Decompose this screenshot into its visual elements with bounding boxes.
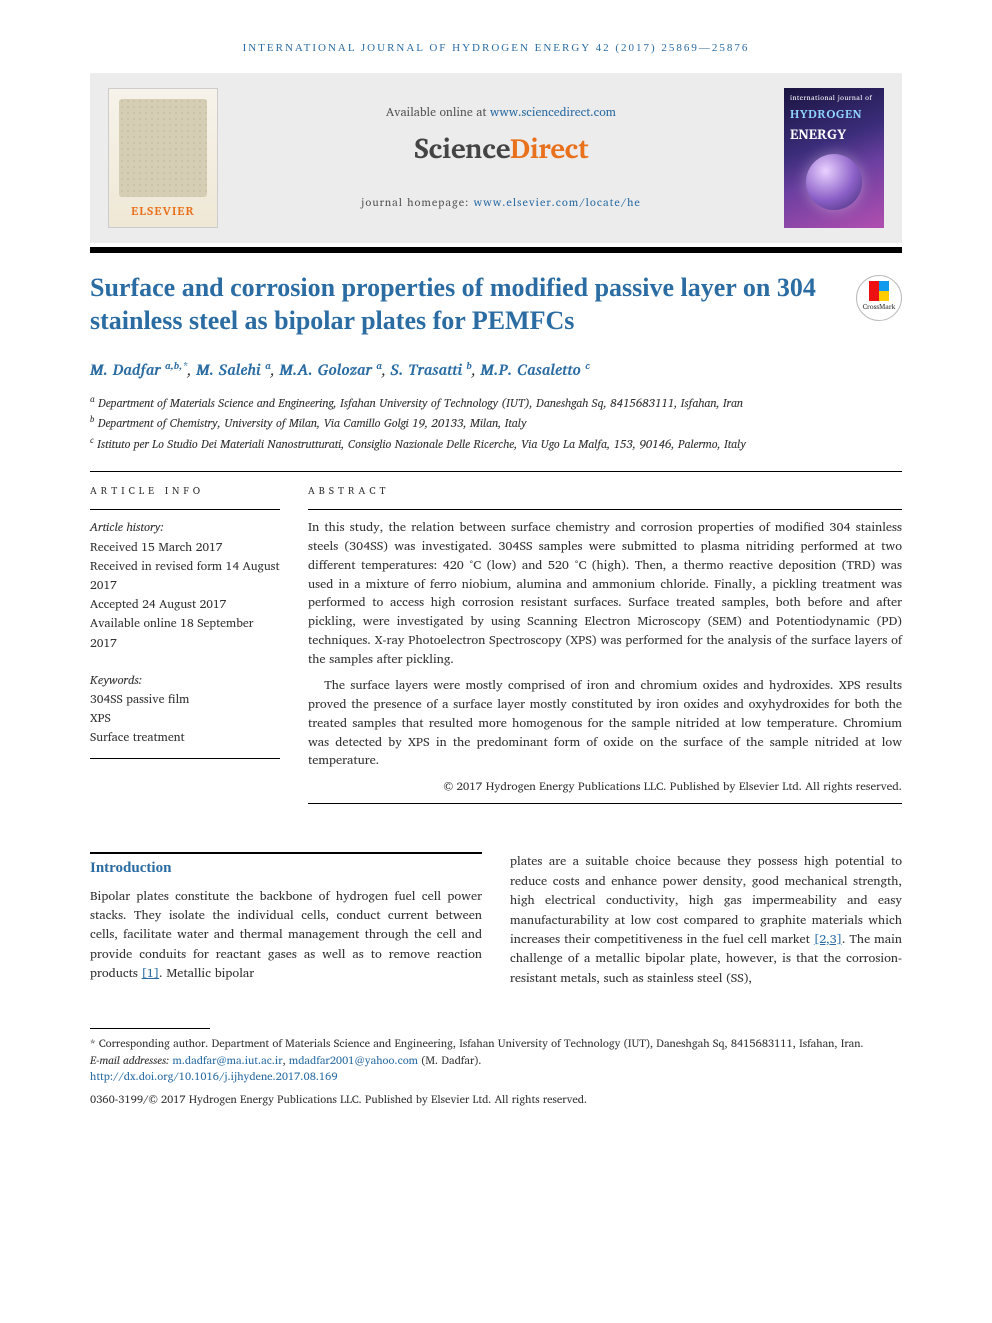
- history-revised: Received in revised form 14 August 2017: [90, 557, 280, 595]
- journal-homepage-line: journal homepage: www.elsevier.com/locat…: [230, 194, 772, 211]
- intro-para-right: plates are a suitable choice because the…: [510, 852, 902, 988]
- header-center: Available online at www.sciencedirect.co…: [218, 104, 784, 211]
- email-line: E-mail addresses: m.dadfar@ma.iut.ac.ir,…: [90, 1052, 902, 1069]
- article-history: Article history: Received 15 March 2017 …: [90, 518, 280, 652]
- abstract-para-1: In this study, the relation between surf…: [308, 518, 902, 668]
- affiliation-b: b Department of Chemistry, University of…: [90, 412, 902, 433]
- affiliation-c-text: Istituto per Lo Studio Dei Materiali Nan…: [97, 435, 746, 454]
- keywords-block: Keywords: 304SS passive film XPS Surface…: [90, 671, 280, 748]
- journal-homepage-link[interactable]: www.elsevier.com/locate/he: [474, 193, 641, 211]
- abstract-heading: ABSTRACT: [308, 484, 902, 499]
- article-info-heading: ARTICLE INFO: [90, 484, 280, 499]
- sciencedirect-logo: ScienceDirect: [230, 128, 772, 170]
- keyword-3: Surface treatment: [90, 728, 280, 747]
- email-label: E-mail addresses:: [90, 1051, 172, 1069]
- abstract-para-2: The surface layers were mostly comprised…: [308, 676, 902, 770]
- abstract-copyright: © 2017 Hydrogen Energy Publications LLC.…: [308, 778, 902, 795]
- corresponding-author-note: * Corresponding author. Department of Ma…: [90, 1035, 902, 1052]
- info-abstract-row: ARTICLE INFO Article history: Received 1…: [90, 484, 902, 804]
- article-info-column: ARTICLE INFO Article history: Received 1…: [90, 484, 280, 804]
- header-bottom-rule: [90, 247, 902, 253]
- available-prefix: Available online at: [386, 103, 490, 122]
- cover-smalltext: international journal of: [790, 94, 878, 105]
- rule-under-keywords: [90, 758, 280, 759]
- affiliation-b-text: Department of Chemistry, University of M…: [98, 414, 527, 433]
- history-accepted: Accepted 24 August 2017: [90, 595, 280, 614]
- cover-energy: ENERGY: [790, 124, 878, 145]
- available-online-line: Available online at www.sciencedirect.co…: [230, 104, 772, 122]
- elsevier-logo: ELSEVIER: [108, 88, 218, 228]
- body-two-columns: Introduction Bipolar plates constitute t…: [90, 852, 902, 988]
- rule-above-info: [90, 471, 902, 472]
- crossmark-icon: [869, 281, 889, 301]
- corr-text: * Corresponding author. Department of Ma…: [90, 1034, 864, 1052]
- ref-link-1[interactable]: [1]: [142, 963, 160, 983]
- email-tail: (M. Dadfar).: [418, 1051, 481, 1069]
- cover-orb-graphic: [806, 154, 862, 210]
- elsevier-tree-graphic: [119, 99, 207, 197]
- doi-link[interactable]: http://dx.doi.org/10.1016/j.ijhydene.201…: [90, 1067, 338, 1085]
- affiliation-a-text: Department of Materials Science and Engi…: [98, 393, 743, 412]
- email-link-2[interactable]: mdadfar2001@yahoo.com: [289, 1051, 418, 1069]
- article-title: Surface and corrosion properties of modi…: [90, 271, 856, 338]
- journal-header-box: ELSEVIER Available online at www.science…: [90, 73, 902, 243]
- footnote-rule: [90, 1028, 210, 1029]
- intro-para-left: Bipolar plates constitute the backbone o…: [90, 887, 482, 984]
- ref-link-2-3[interactable]: [2,3]: [814, 929, 842, 949]
- journal-cover-thumbnail: international journal of HYDROGEN ENERGY: [784, 88, 884, 228]
- cover-hydrogen: HYDROGEN: [790, 106, 878, 124]
- issn-copyright-line: 0360-3199/© 2017 Hydrogen Energy Publica…: [90, 1091, 902, 1108]
- author-list: M. Dadfar a,b,*, M. Salehi a, M.A. Goloz…: [90, 359, 902, 382]
- body-col-left: Introduction Bipolar plates constitute t…: [90, 852, 482, 988]
- crossmark-label: CrossMark: [863, 303, 896, 314]
- history-online: Available online 18 September 2017: [90, 614, 280, 652]
- rule-under-abstract-heading: [308, 509, 902, 510]
- intro-left-tail: . Metallic bipolar: [159, 963, 254, 983]
- sd-right: Direct: [510, 126, 588, 171]
- keyword-1: 304SS passive film: [90, 690, 280, 709]
- keywords-label: Keywords:: [90, 671, 142, 690]
- affiliations: a Department of Materials Science and En…: [90, 392, 902, 454]
- sciencedirect-link[interactable]: www.sciencedirect.com: [490, 103, 616, 122]
- crossmark-badge[interactable]: CrossMark: [856, 275, 902, 321]
- body-col-right: plates are a suitable choice because the…: [510, 852, 902, 988]
- history-label: Article history:: [90, 518, 164, 537]
- rule-above-intro: [90, 852, 482, 854]
- homepage-label: journal homepage:: [361, 193, 473, 211]
- rule-under-abstract: [308, 803, 902, 804]
- running-head: INTERNATIONAL JOURNAL OF HYDROGEN ENERGY…: [90, 40, 902, 57]
- email-link-1[interactable]: m.dadfar@ma.iut.ac.ir: [172, 1051, 282, 1069]
- elsevier-wordmark: ELSEVIER: [131, 203, 195, 221]
- rule-under-info-heading: [90, 509, 280, 510]
- history-received: Received 15 March 2017: [90, 538, 280, 557]
- sd-left: Science: [414, 126, 510, 171]
- introduction-heading: Introduction: [90, 857, 482, 880]
- abstract-column: ABSTRACT In this study, the relation bet…: [308, 484, 902, 804]
- footnotes: * Corresponding author. Department of Ma…: [90, 1028, 902, 1107]
- keyword-2: XPS: [90, 709, 280, 728]
- affiliation-c: c Istituto per Lo Studio Dei Materiali N…: [90, 433, 902, 454]
- affiliation-a: a Department of Materials Science and En…: [90, 392, 902, 413]
